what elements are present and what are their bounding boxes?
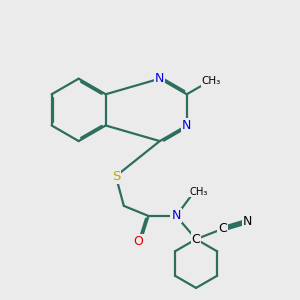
Text: O: O (133, 235, 143, 248)
Text: N: N (172, 209, 181, 223)
Text: CH₃: CH₃ (189, 187, 208, 196)
Text: N: N (182, 119, 191, 132)
Text: N: N (155, 72, 164, 85)
Text: S: S (112, 170, 120, 183)
Text: C: C (192, 233, 200, 246)
Text: N: N (242, 215, 252, 228)
Text: C: C (218, 222, 227, 235)
Text: CH₃: CH₃ (202, 76, 221, 86)
